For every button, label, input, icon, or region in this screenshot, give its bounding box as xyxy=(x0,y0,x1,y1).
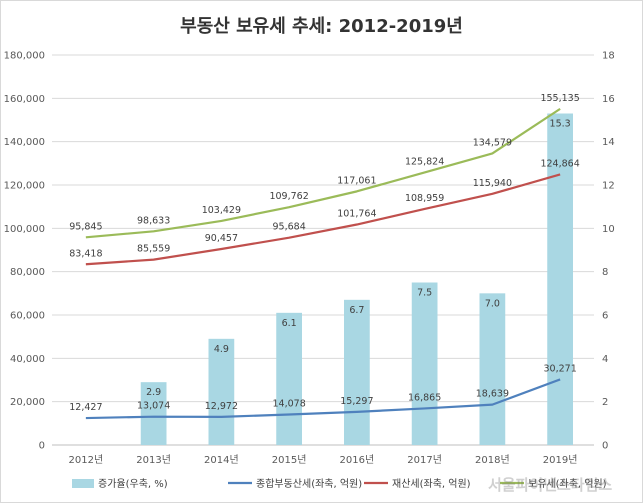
x-tick-label: 2012년 xyxy=(69,454,104,466)
line-data-label: 14,078 xyxy=(273,398,306,409)
line-data-label: 98,633 xyxy=(137,215,170,226)
line-data-label: 30,271 xyxy=(544,363,577,374)
legend-label: 재산세(좌축, 억원) xyxy=(392,478,471,490)
line-data-label: 155,135 xyxy=(540,93,579,104)
x-tick-label: 2013년 xyxy=(136,454,171,466)
left-tick-label: 160,000 xyxy=(4,94,45,105)
right-tick-label: 14 xyxy=(602,137,615,148)
left-tick-label: 140,000 xyxy=(4,137,45,148)
legend-swatch xyxy=(72,479,94,488)
bar-data-label: 2.9 xyxy=(146,387,161,398)
line-data-label: 125,824 xyxy=(405,156,444,167)
line-data-label: 101,764 xyxy=(337,209,376,220)
line-data-label: 124,864 xyxy=(540,158,579,169)
watermark: 서울파이낸스타임스 xyxy=(488,476,613,494)
line-data-label: 12,427 xyxy=(69,402,102,413)
right-tick-label: 16 xyxy=(602,94,615,105)
x-tick-label: 2018년 xyxy=(475,454,510,466)
x-tick-label: 2017년 xyxy=(407,454,442,466)
bar xyxy=(140,382,167,445)
left-tick-label: 0 xyxy=(39,441,45,452)
line-data-label: 85,559 xyxy=(137,244,170,255)
right-tick-label: 12 xyxy=(602,181,615,192)
line-data-label: 108,959 xyxy=(405,193,444,204)
series-line xyxy=(85,173,561,266)
bar xyxy=(344,299,370,445)
bar xyxy=(276,312,302,445)
line-data-label: 90,457 xyxy=(205,233,238,244)
right-tick-label: 18 xyxy=(602,51,615,62)
legend-label: 종합부동산세(좌축, 억원) xyxy=(256,478,362,490)
bar xyxy=(547,113,573,445)
bar-data-label: 4.9 xyxy=(214,344,229,355)
left-tick-label: 100,000 xyxy=(4,224,45,235)
bar-data-label: 7.0 xyxy=(485,298,500,309)
line-data-label: 103,429 xyxy=(202,205,241,216)
line-data-label: 13,074 xyxy=(137,401,170,412)
left-tick-label: 40,000 xyxy=(10,354,45,365)
line-data-label: 95,845 xyxy=(69,221,102,232)
left-tick-label: 20,000 xyxy=(10,397,45,408)
line-data-label: 109,762 xyxy=(269,191,308,202)
bar-data-label: 15.3 xyxy=(550,119,571,130)
left-tick-label: 80,000 xyxy=(10,267,45,278)
line-data-label: 83,418 xyxy=(69,248,102,259)
line-data-label: 134,579 xyxy=(473,137,512,148)
chart-title: 부동산 보유세 추세: 2012-2019년 xyxy=(180,16,463,37)
right-tick-label: 4 xyxy=(602,354,608,365)
line-data-label: 15,297 xyxy=(340,396,373,407)
line-data-label: 95,684 xyxy=(273,222,306,233)
bar-data-label: 6.7 xyxy=(349,305,364,316)
series-line xyxy=(85,378,561,420)
bar-data-label: 6.1 xyxy=(282,318,297,329)
line-data-label: 12,972 xyxy=(205,401,238,412)
right-tick-label: 2 xyxy=(602,397,608,408)
bar xyxy=(411,282,438,445)
right-tick-label: 0 xyxy=(602,441,608,452)
right-tick-label: 8 xyxy=(602,267,608,278)
x-tick-label: 2014년 xyxy=(204,454,239,466)
left-tick-label: 60,000 xyxy=(10,311,45,322)
series-line xyxy=(85,107,561,239)
bar-data-label: 7.5 xyxy=(417,288,432,299)
line-data-label: 117,061 xyxy=(337,175,376,186)
legend-label: 증가율(우축, %) xyxy=(98,478,168,490)
legend-label: 보유세(좌축, 억원) xyxy=(528,478,607,490)
x-tick-label: 2016년 xyxy=(340,454,375,466)
x-tick-label: 2015년 xyxy=(272,454,307,466)
line-data-label: 115,940 xyxy=(473,178,512,189)
right-tick-label: 10 xyxy=(602,224,615,235)
right-tick-label: 6 xyxy=(602,311,608,322)
line-data-label: 16,865 xyxy=(408,392,441,403)
left-tick-label: 180,000 xyxy=(4,51,45,62)
line-data-label: 18,639 xyxy=(476,389,509,400)
left-tick-label: 120,000 xyxy=(4,181,45,192)
bar xyxy=(208,338,235,445)
x-tick-label: 2019년 xyxy=(543,454,578,466)
bar xyxy=(479,293,506,445)
